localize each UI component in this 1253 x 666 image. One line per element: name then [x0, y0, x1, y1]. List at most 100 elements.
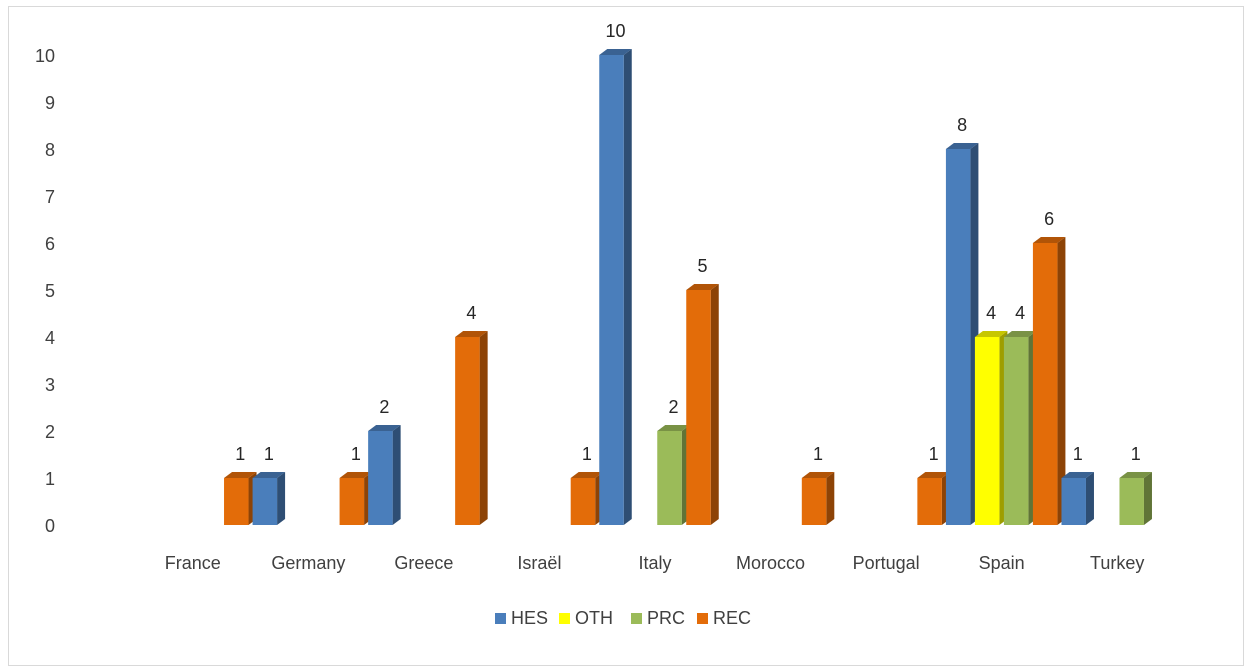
- bar-top: [455, 331, 488, 337]
- x-tick-label: Turkey: [1090, 553, 1144, 573]
- y-tick-label: 2: [45, 422, 55, 442]
- data-label: 1: [1073, 444, 1083, 464]
- x-tick-label: Greece: [394, 553, 453, 573]
- legend-label: REC: [713, 608, 751, 628]
- bar-top: [224, 472, 257, 478]
- data-label: 6: [1044, 209, 1054, 229]
- data-label: 1: [582, 444, 592, 464]
- legend-item-hes: HES: [495, 608, 548, 628]
- y-tick-label: 0: [45, 516, 55, 536]
- bar-side: [1057, 237, 1066, 525]
- bar-front: [570, 478, 596, 525]
- bar-front: [368, 431, 393, 525]
- legend-item-rec: REC: [697, 608, 751, 628]
- y-tick-label: 6: [45, 234, 55, 254]
- bar-hes: [599, 49, 632, 525]
- bar-top: [368, 425, 401, 431]
- bar-hes: [252, 472, 286, 525]
- bar-top: [1032, 237, 1066, 243]
- bar-side: [1085, 472, 1094, 525]
- bar-top: [339, 472, 373, 478]
- bar-hes: [945, 143, 979, 525]
- bar-side: [1143, 472, 1152, 525]
- bar-front: [339, 478, 365, 525]
- bar-oth: [974, 331, 1008, 525]
- bar-front: [1061, 478, 1086, 525]
- bar-top: [1003, 331, 1037, 337]
- bar-top: [686, 284, 719, 290]
- data-label: 1: [264, 444, 274, 464]
- bar-rec: [917, 472, 950, 525]
- bar-top: [1119, 472, 1152, 478]
- bar-top: [945, 143, 979, 149]
- y-tick-label: 9: [45, 93, 55, 113]
- bar-hes: [1061, 472, 1094, 525]
- y-tick-label: 4: [45, 328, 55, 348]
- bar-top: [657, 425, 690, 431]
- bar-side: [710, 284, 719, 525]
- bar-top: [801, 472, 835, 478]
- bar-prc: [657, 425, 690, 525]
- bar-rec: [801, 472, 835, 525]
- bar-front: [252, 478, 278, 525]
- bar-front: [1119, 478, 1144, 525]
- legend-swatch: [631, 613, 642, 624]
- legend-label: OTH: [575, 608, 613, 628]
- data-label: 1: [1131, 444, 1141, 464]
- y-tick-label: 7: [45, 187, 55, 207]
- bar-front: [455, 337, 480, 525]
- bar-side: [277, 472, 286, 525]
- bar-prc: [1003, 331, 1037, 525]
- x-axis: France Germany Greece Israël Italy Morocco Por…: [165, 553, 1145, 573]
- data-label: 4: [466, 303, 476, 323]
- legend-item-oth: OTH: [559, 608, 613, 628]
- x-tick-label: Spain: [979, 553, 1025, 573]
- bar-prc: [1119, 472, 1152, 525]
- bar-front: [686, 290, 711, 525]
- legend: HES OTH PRC REC: [495, 608, 751, 628]
- bar-side: [392, 425, 401, 525]
- bar-hes: [368, 425, 401, 525]
- data-label: 2: [379, 397, 389, 417]
- bar-rec: [570, 472, 604, 525]
- bar-rec: [339, 472, 373, 525]
- y-tick-label: 8: [45, 140, 55, 160]
- y-tick-label: 1: [45, 469, 55, 489]
- bar-top: [252, 472, 286, 478]
- bar-top: [570, 472, 604, 478]
- bar-front: [801, 478, 827, 525]
- data-label: 1: [813, 444, 823, 464]
- legend-label: PRC: [647, 608, 685, 628]
- bar-series: [224, 49, 1152, 525]
- bar-front: [224, 478, 249, 525]
- bar-side: [826, 472, 835, 525]
- legend-swatch: [559, 613, 570, 624]
- data-label: 5: [697, 256, 707, 276]
- y-tick-label: 5: [45, 281, 55, 301]
- bar-front: [599, 55, 624, 525]
- legend-swatch: [495, 613, 506, 624]
- bar-front: [657, 431, 682, 525]
- y-tick-label: 3: [45, 375, 55, 395]
- bar-front: [945, 149, 971, 525]
- bar-rec: [1032, 237, 1066, 525]
- bar-front: [1032, 243, 1058, 525]
- x-tick-label: Portugal: [853, 553, 920, 573]
- bar-rec: [686, 284, 719, 525]
- x-tick-label: Italy: [638, 553, 671, 573]
- y-tick-label: 10: [35, 46, 55, 66]
- data-label: 1: [235, 444, 245, 464]
- data-label: 8: [957, 115, 967, 135]
- x-tick-label: Israël: [517, 553, 561, 573]
- bar-top: [917, 472, 950, 478]
- bar-side: [623, 49, 632, 525]
- legend-item-prc: PRC: [631, 608, 685, 628]
- bar-rec: [224, 472, 257, 525]
- bar-top: [599, 49, 632, 55]
- bar-top: [974, 331, 1008, 337]
- bar-side: [479, 331, 488, 525]
- data-label: 10: [605, 21, 625, 41]
- bar-top: [1061, 472, 1094, 478]
